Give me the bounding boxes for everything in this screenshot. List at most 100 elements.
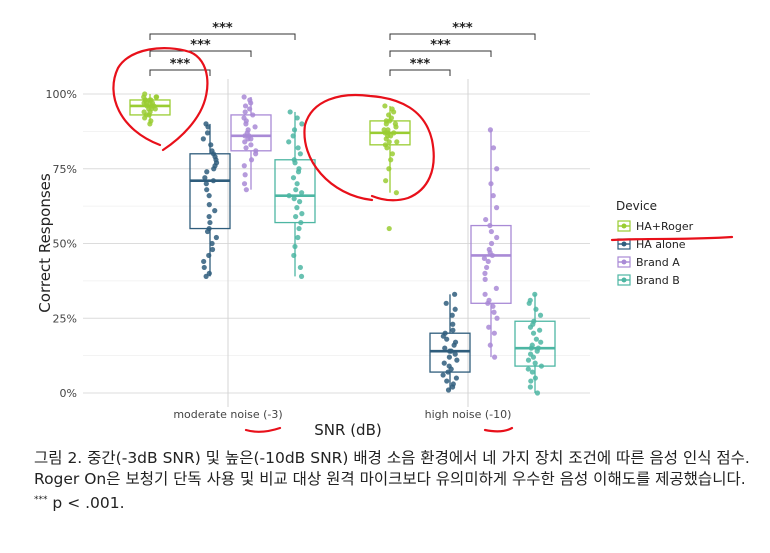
data-point [491, 309, 497, 315]
data-point [491, 354, 498, 360]
data-point [208, 142, 214, 148]
data-point [527, 297, 533, 303]
data-point [252, 124, 258, 130]
data-point [141, 109, 147, 115]
data-point [297, 264, 304, 271]
data-point [488, 181, 494, 187]
data-point [293, 187, 299, 193]
data-point [296, 166, 302, 172]
data-point [441, 360, 447, 366]
data-point [486, 246, 492, 253]
y-axis-label: Correct Responses [36, 173, 54, 313]
data-point [383, 118, 389, 124]
data-point [486, 297, 492, 303]
data-point [299, 121, 305, 127]
data-point [142, 91, 148, 97]
data-point [291, 127, 298, 133]
data-point [444, 378, 450, 384]
x-axis: moderate noise (-3) high noise (-10) [173, 408, 511, 421]
data-point [207, 219, 213, 226]
data-point [206, 225, 212, 232]
data-point [248, 142, 254, 148]
data-point [453, 375, 459, 381]
x-tick-label: moderate noise (-3) [173, 408, 282, 421]
data-point [530, 330, 537, 336]
chart-canvas: 0% 25% 50% 75% 100% moderate noise (-3) high … [36, 21, 734, 439]
legend-title: Device [616, 199, 657, 213]
data-point [532, 360, 538, 366]
data-point [291, 252, 297, 259]
data-point [291, 157, 297, 163]
caption-p-value: p < .001. [47, 494, 125, 513]
data-point [391, 130, 397, 136]
significance-label: *** [212, 21, 233, 36]
data-point [443, 300, 449, 306]
data-point [293, 213, 299, 220]
data-point [212, 208, 218, 214]
data-point [446, 354, 452, 360]
data-point [481, 255, 488, 262]
y-tick-label: 0% [60, 387, 77, 400]
data-point [445, 387, 452, 393]
data-point [394, 139, 400, 145]
red-annotation-stroke [610, 235, 734, 242]
data-point [529, 369, 536, 375]
data-point [297, 199, 303, 205]
data-point [291, 196, 297, 202]
x-axis-label: SNR (dB) [314, 421, 381, 439]
data-point [482, 276, 488, 282]
data-point [200, 136, 206, 142]
data-point [485, 258, 491, 265]
data-point [386, 225, 392, 232]
data-point [210, 178, 217, 184]
data-point [393, 190, 399, 196]
hand-drawn-annotations [112, 47, 734, 433]
data-point [446, 348, 453, 354]
data-point [531, 318, 537, 324]
data-point [242, 109, 248, 115]
significance-brackets: ****************** [149, 21, 536, 76]
data-point [494, 234, 500, 241]
y-tick-label: 50% [53, 238, 77, 251]
data-point [201, 258, 207, 265]
data-point [286, 139, 292, 145]
legend: Device HA+Roger HA alone Brand A Brand B [616, 199, 694, 287]
data-point [442, 345, 448, 351]
data-point [450, 327, 456, 333]
caption-text: 그림 2. 중간(-3dB SNR) 및 높은(-10dB SNR) 배경 소음… [34, 449, 750, 488]
data-point [484, 264, 490, 271]
significance-label: *** [190, 38, 211, 53]
legend-key-dot [621, 223, 627, 229]
data-point [490, 145, 497, 151]
y-tick-label: 25% [53, 312, 77, 325]
data-point [533, 306, 539, 312]
data-point [389, 106, 395, 112]
significance-bracket [389, 33, 536, 40]
significance-label: *** [452, 21, 473, 36]
data-point [241, 94, 247, 100]
data-point [482, 291, 488, 297]
data-point [538, 363, 545, 369]
data-point [452, 351, 458, 357]
data-point [206, 213, 212, 220]
data-point [533, 336, 539, 342]
legend-label: Brand A [636, 256, 680, 269]
data-point [292, 243, 298, 250]
data-point [452, 306, 458, 312]
data-point [381, 127, 387, 133]
data-point [203, 181, 209, 187]
data-point [537, 312, 544, 318]
data-point [532, 291, 538, 297]
data-point [494, 166, 500, 172]
data-point [386, 112, 392, 118]
data-point [290, 175, 297, 181]
data-point [206, 193, 212, 199]
data-point [243, 145, 249, 151]
red-annotation-stroke [303, 93, 435, 202]
data-point [388, 157, 394, 163]
data-point [287, 109, 293, 115]
data-point [529, 342, 535, 348]
red-annotation-stroke [483, 426, 514, 433]
data-point [294, 115, 300, 121]
data-point [247, 97, 253, 103]
